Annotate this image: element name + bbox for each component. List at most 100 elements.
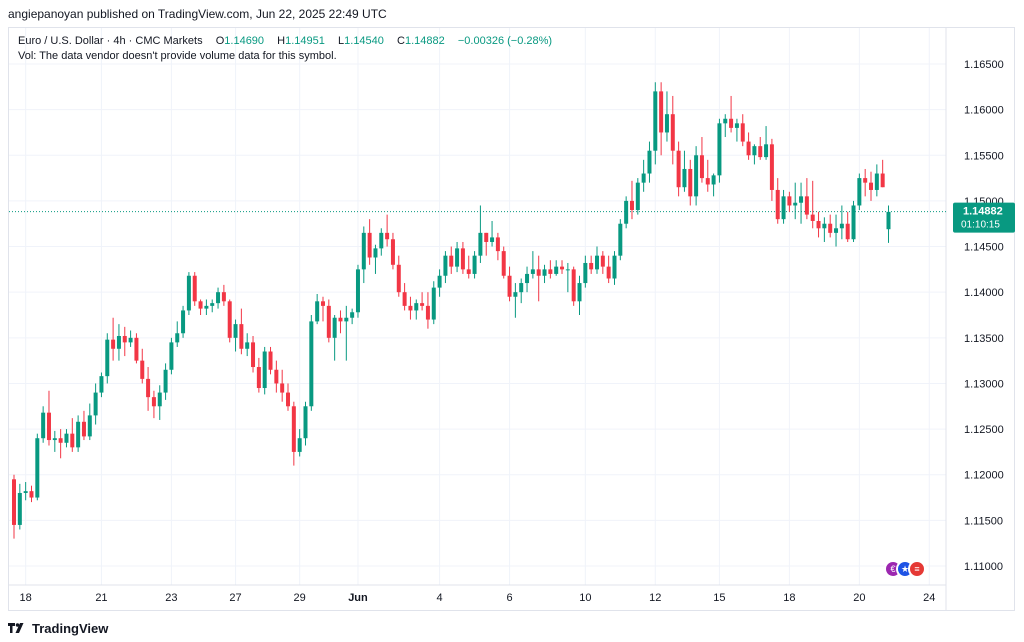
y-tick-label: 1.15500 bbox=[964, 150, 1004, 162]
candle-up bbox=[52, 438, 57, 441]
candle-up bbox=[513, 292, 518, 297]
candle-down bbox=[810, 214, 815, 221]
candle-up bbox=[694, 155, 699, 197]
candle-up bbox=[851, 205, 856, 240]
candle-up bbox=[414, 303, 419, 311]
y-tick-label: 1.13000 bbox=[964, 378, 1004, 390]
candle-up bbox=[23, 491, 28, 493]
candle-down bbox=[192, 275, 197, 302]
candle-up bbox=[612, 255, 617, 279]
candle-up bbox=[734, 123, 739, 128]
candle-up bbox=[350, 312, 355, 318]
candle-up bbox=[874, 173, 879, 190]
footer-brand[interactable]: TradingView bbox=[8, 619, 108, 637]
candle-up bbox=[799, 196, 804, 203]
candle-down bbox=[256, 367, 261, 389]
y-tick-label: 1.16500 bbox=[964, 59, 1004, 71]
candle-down bbox=[338, 317, 343, 322]
candle-up bbox=[157, 392, 162, 407]
candle-down bbox=[268, 351, 273, 370]
candle-down bbox=[688, 168, 693, 197]
candle-up bbox=[216, 292, 221, 304]
candle-down bbox=[227, 301, 232, 338]
candle-up bbox=[431, 287, 436, 320]
x-tick-label: 15 bbox=[713, 592, 725, 604]
x-tick-label: 23 bbox=[165, 592, 177, 604]
candle-up bbox=[886, 211, 891, 230]
candle-up bbox=[635, 182, 640, 211]
candle-down bbox=[221, 292, 226, 302]
candle-up bbox=[664, 114, 669, 133]
candle-up bbox=[839, 223, 844, 229]
candle-up bbox=[181, 310, 186, 334]
candle-down bbox=[134, 337, 139, 361]
publisher-line: angiepanoyan published on TradingView.co… bbox=[8, 7, 387, 21]
candle-up bbox=[17, 492, 22, 525]
x-tick-label: 20 bbox=[853, 592, 865, 604]
candle-up bbox=[245, 342, 250, 349]
y-tick-label: 1.14500 bbox=[964, 242, 1004, 254]
y-tick-label: 1.12000 bbox=[964, 470, 1004, 482]
candle-up bbox=[834, 228, 839, 233]
candle-up bbox=[793, 202, 798, 206]
candle-down bbox=[560, 266, 565, 270]
candle-down bbox=[46, 412, 51, 441]
candle-up bbox=[647, 150, 652, 174]
x-tick-label: 18 bbox=[783, 592, 795, 604]
candle-down bbox=[291, 406, 296, 452]
candle-down bbox=[571, 269, 576, 302]
candle-down bbox=[548, 269, 553, 274]
candle-down bbox=[408, 305, 413, 311]
y-tick-label: 1.12500 bbox=[964, 424, 1004, 436]
candle-up bbox=[595, 255, 599, 270]
candle-countdown: 01:10:15 bbox=[961, 220, 1000, 231]
candle-up bbox=[262, 351, 267, 389]
candle-up bbox=[717, 123, 722, 176]
y-tick-label: 1.14000 bbox=[964, 287, 1004, 299]
candle-down bbox=[58, 438, 63, 443]
candle-down bbox=[507, 275, 512, 297]
event-markers[interactable]: € ★ ≡ bbox=[884, 560, 926, 578]
candle-down bbox=[320, 301, 325, 306]
candle-down bbox=[676, 150, 681, 188]
candle-up bbox=[443, 255, 448, 276]
x-tick-label: 10 bbox=[579, 592, 591, 604]
candle-down bbox=[729, 118, 734, 128]
last-price-label bbox=[953, 202, 1015, 233]
candle-up bbox=[355, 269, 360, 313]
candle-down bbox=[12, 479, 16, 525]
chart-panel[interactable] bbox=[8, 27, 1015, 611]
close-label: C bbox=[397, 35, 405, 47]
candle-up bbox=[175, 333, 180, 343]
candle-up bbox=[542, 269, 547, 276]
candle-down bbox=[606, 266, 611, 279]
open-value: 1.14690 bbox=[224, 35, 265, 47]
candle-up bbox=[35, 438, 40, 498]
candle-down bbox=[758, 146, 763, 158]
candle-up bbox=[105, 339, 110, 377]
candle-up bbox=[764, 144, 769, 158]
candle-up bbox=[752, 146, 757, 156]
candle-down bbox=[828, 223, 833, 233]
candle-up bbox=[641, 173, 646, 183]
candle-up bbox=[93, 392, 98, 416]
candle-up bbox=[472, 255, 477, 274]
candle-up bbox=[682, 168, 687, 188]
candle-up bbox=[186, 275, 191, 311]
candle-up bbox=[64, 433, 69, 443]
candle-up bbox=[525, 273, 530, 284]
candle-up bbox=[99, 376, 104, 393]
candle-down bbox=[495, 237, 500, 252]
flag-icon-us[interactable]: ≡ bbox=[908, 560, 926, 578]
candle-up bbox=[233, 324, 238, 338]
candle-down bbox=[29, 491, 34, 498]
candle-down bbox=[769, 144, 774, 190]
low-value: 1.14540 bbox=[344, 35, 384, 47]
candle-up bbox=[315, 301, 320, 322]
candle-up bbox=[309, 321, 314, 407]
x-tick-label: 21 bbox=[95, 592, 107, 604]
symbol-legend: Euro / U.S. Dollar · 4h · CMC Markets O1… bbox=[18, 34, 552, 49]
candle-up bbox=[297, 438, 302, 452]
candle-down bbox=[787, 196, 792, 206]
